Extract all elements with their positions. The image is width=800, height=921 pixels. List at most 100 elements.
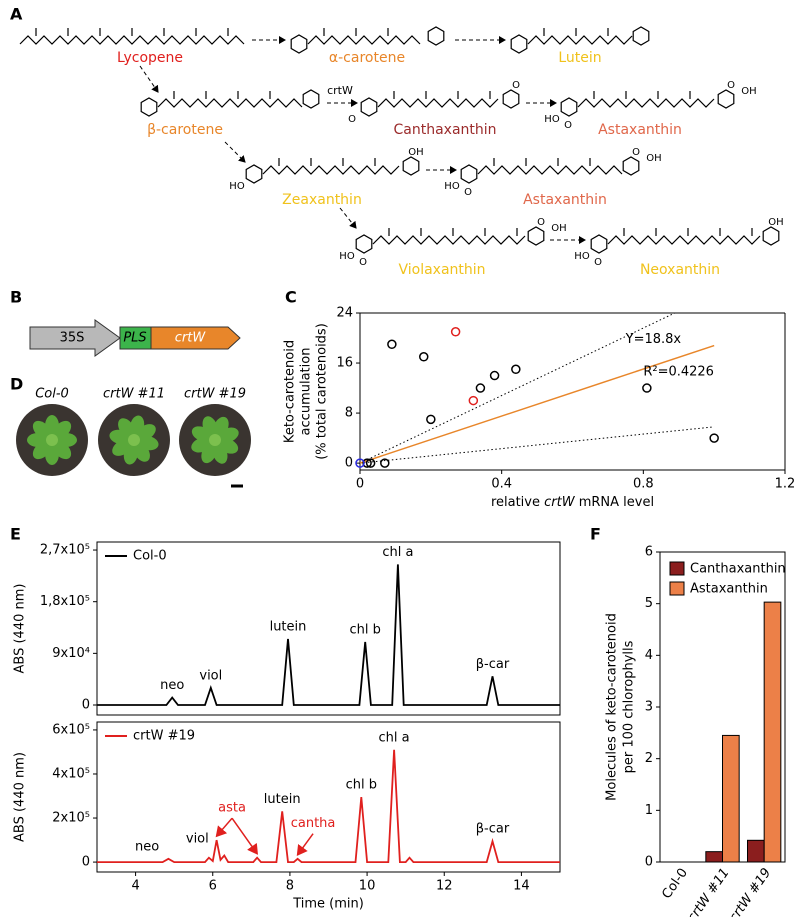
point xyxy=(511,364,521,375)
r2-label: R²=0.4226 xyxy=(643,364,714,379)
molecule-chain xyxy=(157,98,303,108)
atom: O xyxy=(348,114,356,125)
gene-arrow xyxy=(150,326,241,350)
molecule-chain xyxy=(372,235,526,245)
atom: OH xyxy=(408,147,423,158)
point xyxy=(709,433,719,443)
bar xyxy=(747,839,765,863)
ring xyxy=(527,226,545,246)
panel-label: A xyxy=(10,5,23,24)
ring xyxy=(632,26,650,46)
atom: O xyxy=(537,217,545,228)
plant-label: crtW #11 xyxy=(103,387,165,402)
x-tick-label: crtW #19 xyxy=(726,866,774,917)
y-tick-label: 9x10⁴ xyxy=(52,646,90,661)
peak-label: neo xyxy=(160,678,184,693)
ring xyxy=(717,89,735,109)
point xyxy=(426,414,436,425)
peak-arrow xyxy=(231,817,258,855)
y-axis-label: Keto-carotenoid xyxy=(283,340,298,443)
x-tick-label: 6 xyxy=(209,879,217,894)
pathway-arrow xyxy=(339,207,357,229)
point xyxy=(468,395,479,406)
point xyxy=(489,370,500,381)
legend-label: crtW #19 xyxy=(133,729,195,744)
enzyme-label: crtW xyxy=(327,84,353,97)
legend-label: Astaxanthin xyxy=(690,582,768,597)
signal-label: PLS xyxy=(123,331,146,346)
legend-swatch xyxy=(669,581,685,596)
ring xyxy=(590,234,608,254)
y-tick-label: 0 xyxy=(645,855,653,870)
atom: HO xyxy=(229,181,245,192)
y-tick-label: 1 xyxy=(645,803,653,818)
atom: OH xyxy=(741,86,756,97)
trace xyxy=(97,564,560,706)
x-axis-label-part: mRNA level xyxy=(575,495,655,510)
promoter-label: 35S xyxy=(60,331,85,346)
compound-name: Astaxanthin xyxy=(598,122,682,138)
leaf xyxy=(52,420,72,440)
atom: HO xyxy=(574,251,590,262)
x-tick-label: 4 xyxy=(131,879,139,894)
promoter-arrow xyxy=(29,319,121,357)
pathway-arrow xyxy=(224,141,246,163)
y-tick-label: 24 xyxy=(336,306,353,321)
atom: O xyxy=(512,80,520,91)
atom: O xyxy=(632,147,640,158)
peak-label: asta xyxy=(218,801,246,816)
bar xyxy=(705,851,723,863)
y-tick-label: 1,8x10⁵ xyxy=(40,594,90,609)
x-axis-label-part: crtW xyxy=(540,495,576,510)
x-tick-label: 0.8 xyxy=(633,477,654,492)
atom: O xyxy=(727,80,735,91)
ring xyxy=(245,164,263,184)
point xyxy=(365,458,376,468)
molecule-chain xyxy=(527,35,633,45)
atom: O xyxy=(359,257,367,268)
y-tick-label: 2 xyxy=(645,751,653,766)
peak-arrow xyxy=(296,833,314,856)
x-tick-label: 10 xyxy=(359,879,376,894)
gene-label: crtW xyxy=(175,331,207,346)
ring xyxy=(460,164,478,184)
molecule-chain xyxy=(577,98,715,108)
compound-name: Neoxanthin xyxy=(640,262,720,278)
atom: OH xyxy=(551,223,566,234)
molecule-chain xyxy=(19,35,245,45)
y-axis-label: per 100 chlorophylls xyxy=(622,640,637,773)
molecule-chain xyxy=(607,235,761,245)
atom: OH xyxy=(768,217,783,228)
y-tick-label: 6x10⁵ xyxy=(52,722,90,737)
y-tick-label: 5 xyxy=(645,596,653,611)
compound-name: α-carotene xyxy=(329,50,405,66)
peak-label: lutein xyxy=(270,620,307,635)
y-axis-label: Molecules of keto-carotenoid xyxy=(605,613,620,801)
peak-label: chl b xyxy=(349,622,380,637)
compound-name: β-carotene xyxy=(147,122,223,138)
atom: O xyxy=(594,257,602,268)
molecule-chain xyxy=(262,165,400,175)
x-tick-label: crtW #11 xyxy=(685,866,733,917)
x-tick-label: 14 xyxy=(513,879,530,894)
y-tick-label: 6 xyxy=(645,545,653,560)
fit-line xyxy=(359,344,715,464)
y-tick-label: 0 xyxy=(82,855,90,870)
x-axis-label: Time (min) xyxy=(292,897,364,912)
molecule-chain xyxy=(307,35,421,45)
y-axis-label: ABS (440 nm) xyxy=(13,752,28,842)
panel-label: B xyxy=(10,288,22,307)
compound-name: Zeaxanthin xyxy=(282,192,362,208)
y-tick-label: 3 xyxy=(645,700,653,715)
point xyxy=(475,383,486,393)
atom: O xyxy=(564,120,572,131)
y-tick-label: 4 xyxy=(645,648,653,663)
panel-label: D xyxy=(10,375,23,394)
leaf xyxy=(212,442,228,464)
y-tick-label: 2,7x10⁵ xyxy=(40,543,90,558)
peak-label: lutein xyxy=(264,792,301,807)
atom: OH xyxy=(646,153,661,164)
panel-label: F xyxy=(590,525,601,544)
bar xyxy=(722,734,740,863)
